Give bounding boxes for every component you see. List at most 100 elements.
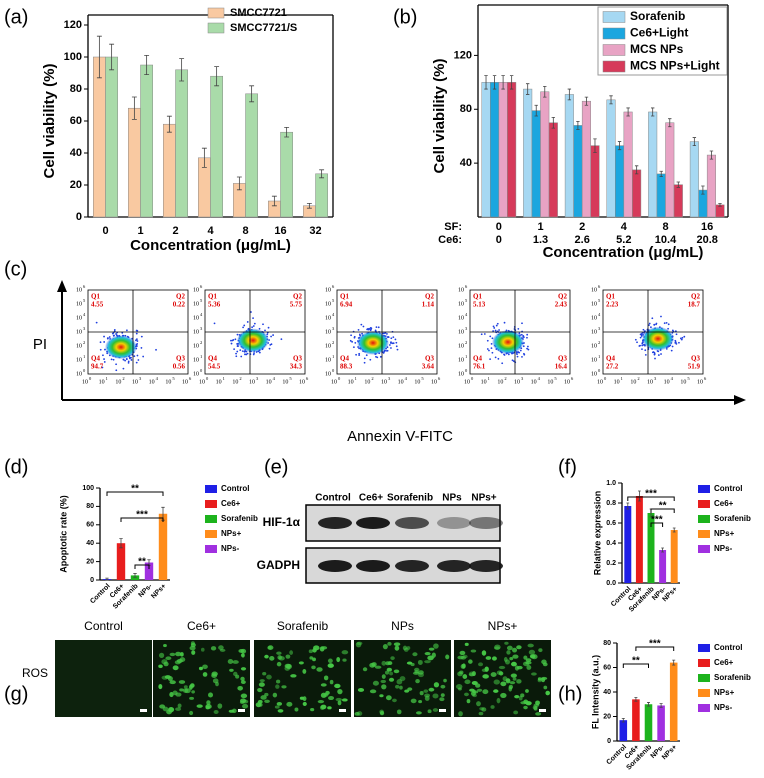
legend-swatch [698,500,710,508]
cell [470,649,477,653]
error-bar [626,107,630,117]
panel-label: (e) [264,456,288,478]
cell [385,661,391,666]
x-tick-label: 10 [82,379,88,385]
flow-event [641,332,644,334]
legend-label: Sorafenib [714,673,751,682]
y-tick-label: 10 [591,371,597,377]
cell [189,696,195,700]
flow-event [234,338,237,341]
flow-event [390,337,393,340]
x-tick-label: 10 [331,379,337,385]
cell [490,672,497,677]
flow-event [253,352,255,354]
cell [175,707,182,711]
x-tick-exponent: 1 [488,376,490,381]
legend-swatch [205,545,217,553]
cell [232,660,239,664]
x-tick-exponent: 5 [421,376,424,381]
cell [419,691,424,696]
flow-density [642,326,674,351]
bar [590,145,600,218]
cell [491,656,497,661]
x-tick-label: 2 [172,225,178,237]
x-tick-label: 8 [242,225,248,237]
flow-event [674,330,677,333]
legend-label: Control [714,484,742,493]
flow-event [352,346,355,349]
x-tick-label: 10 [697,379,703,385]
cell [511,661,517,667]
flow-event [367,327,369,330]
y-tick-label: 10 [591,287,597,293]
y-tick-label: 100 [82,485,94,492]
cell [161,659,168,665]
flow-event [130,359,133,361]
quadrant-value: 27.2 [606,363,619,371]
y-tick-label: 40 [460,157,472,169]
bar [615,145,625,218]
significance-label: ** [131,484,139,495]
quadrant-value: 51.9 [688,363,701,371]
legend-swatch [698,485,710,493]
cell [503,656,508,663]
flow-event [640,335,643,337]
error-bar [249,85,255,103]
y-tick-label: 10 [591,329,597,335]
cell [336,656,341,663]
quadrant-name: Q2 [425,293,434,301]
bar [581,100,591,218]
flow-event [133,355,136,358]
flow-event [258,327,261,330]
significance-label: *** [649,639,661,650]
flow-event [264,329,266,332]
legend-label: Control [714,643,742,652]
legend-label: MCS NPs+Light [630,59,720,73]
cell [481,668,488,673]
flow-event [679,337,682,340]
cell [294,707,299,712]
cell [525,658,532,663]
quadrant-value: 4.55 [91,301,104,309]
flow-event [517,327,520,330]
error-bar [638,490,641,502]
x-tick-exponent: 5 [687,376,690,381]
cell [371,662,377,667]
cell [264,699,270,704]
bar [315,173,328,218]
y-tick-label: 10 [76,329,82,335]
x-tick-label: 10 [531,379,537,385]
x-axis-label: Concentration (μg/mL) [543,244,704,261]
flow-event [521,322,523,325]
cell [335,697,342,702]
flow-event [395,345,398,348]
error-bar [543,85,547,98]
flow-event [386,333,388,335]
flow-event [390,347,392,349]
cell [258,702,263,707]
cell [457,655,464,660]
significance-bracket [134,564,150,569]
error-bar [144,55,150,75]
lane-label: NPs+ [471,493,496,504]
x-tick-label: 32 [309,225,321,237]
y-tick-label: 20 [86,558,94,565]
bar [573,125,583,218]
cell [470,691,476,696]
flow-event [671,329,674,332]
flow-event [653,352,656,355]
flow-event [648,324,650,326]
flow-event [136,354,139,357]
flow-event [375,326,378,328]
x-tick-label: 16 [701,221,713,233]
flow-event [230,339,232,342]
cell [481,650,487,656]
y-tick-exponent: 1 [332,354,334,359]
quadrant-value: 16.4 [555,363,568,371]
x-tick-label: 10 [99,379,105,385]
flow-event [351,340,354,343]
cell [433,682,440,688]
error-bar [593,138,597,153]
image-label: Sorafenib [277,619,329,633]
cell [202,672,208,677]
